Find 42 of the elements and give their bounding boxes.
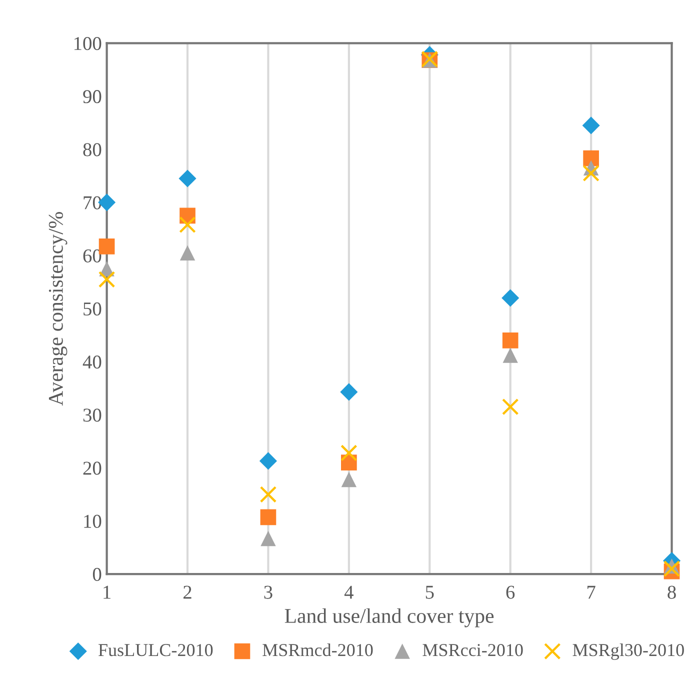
x-tick-label: 6 <box>506 586 515 599</box>
legend-label: FusLULC-2010 <box>98 644 213 656</box>
point <box>340 383 358 401</box>
x-tick-label: 7 <box>587 586 596 599</box>
point <box>259 452 277 470</box>
point <box>502 332 518 348</box>
legend-label: MSRmcd-2010 <box>262 643 373 656</box>
point <box>663 560 680 578</box>
y-tick-label: 90 <box>83 90 102 104</box>
point <box>341 472 357 488</box>
y-tick-label: 20 <box>83 462 102 475</box>
legend-label: MSRgl30-2010 <box>572 643 684 660</box>
point <box>502 348 518 363</box>
point <box>98 271 116 288</box>
point <box>179 216 196 234</box>
point <box>502 398 519 416</box>
y-tick-label: 40 <box>82 355 102 369</box>
x-tick-label: 5 <box>426 586 434 599</box>
x-tick-label: 3 <box>264 586 272 599</box>
point <box>502 289 520 307</box>
x-tick-label: 8 <box>668 586 676 599</box>
y-tick-label: 10 <box>84 514 102 528</box>
y-tick-label: 80 <box>83 143 102 156</box>
point <box>583 150 599 166</box>
point <box>582 164 600 182</box>
y-tick-label: 100 <box>74 36 102 50</box>
point <box>260 486 277 503</box>
y-tick-label: 0 <box>92 568 102 581</box>
y-tick-label: 30 <box>83 408 102 422</box>
x-tick-label: 1 <box>104 586 110 599</box>
y-tick-label: 50 <box>84 302 102 316</box>
point <box>260 509 276 526</box>
point <box>180 245 196 260</box>
legend-label: MSRcci-2010 <box>422 644 523 656</box>
x-tick-label: 4 <box>344 586 354 599</box>
x-axis-title: Land use/land cover type <box>284 608 494 628</box>
y-axis-title: Average consistency/% <box>48 212 68 406</box>
point <box>260 530 276 546</box>
point <box>340 444 358 462</box>
point <box>582 116 600 134</box>
x-tick-label: 2 <box>184 586 192 599</box>
point <box>178 170 196 188</box>
